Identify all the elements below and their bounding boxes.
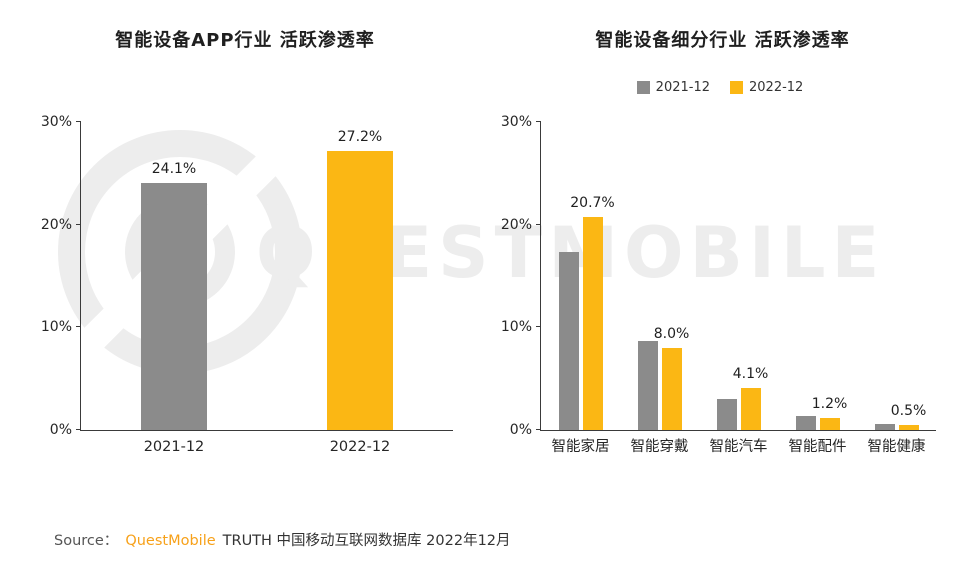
- y-tick-label: 10%: [40, 319, 72, 336]
- legend-swatch-yellow: [730, 81, 743, 94]
- y-tick-mark: [536, 121, 541, 122]
- value-label: 8.0%: [653, 325, 690, 342]
- y-tick-label: 30%: [40, 114, 72, 130]
- bar: [582, 217, 603, 430]
- bar: [740, 387, 761, 430]
- y-tick-label: 0%: [49, 422, 72, 438]
- y-tick-label: 30%: [500, 114, 532, 130]
- value-label: 20.7%: [570, 195, 615, 212]
- left-chart-plot: 0% 10% 20% 30% 2021-12 24.1% 2022-12 27.2%: [41, 115, 453, 454]
- value-label: 1.2%: [811, 395, 848, 412]
- right-chart-legend: 2021-12 2022-12: [505, 80, 935, 95]
- left-chart-title: 智能设备APP行业 活跃渗透率: [115, 30, 375, 51]
- bar: [141, 182, 207, 430]
- value-label: 27.2%: [337, 128, 383, 145]
- right-chart-plot: 0% 10% 20% 30% 智能家居 20.7% 智能穿戴 8.0% 智能汽车 4.1% 智能配件…: [501, 115, 936, 454]
- y-tick-label: 0%: [509, 422, 532, 438]
- legend-label-2021: 2021-12: [655, 80, 710, 95]
- bar: [874, 423, 895, 430]
- bar: [558, 252, 579, 430]
- legend-item-2021: 2021-12: [636, 80, 710, 95]
- legend-item-2022: 2022-12: [730, 80, 803, 95]
- legend-swatch-gray: [636, 81, 650, 94]
- y-tick-mark: [536, 429, 541, 430]
- bar: [327, 150, 393, 430]
- source-text: TRUTH 中国移动互联网数据库 2022年12月: [222, 533, 511, 549]
- value-label: 24.1%: [151, 160, 197, 177]
- legend-label-2022: 2022-12: [749, 80, 804, 95]
- x-axis-label: 智能家居: [551, 439, 610, 455]
- y-tick-label: 20%: [40, 216, 72, 233]
- bar: [637, 340, 658, 430]
- value-label: 0.5%: [890, 402, 927, 419]
- y-tick-mark: [76, 121, 81, 122]
- bar: [819, 417, 840, 430]
- x-axis-label: 智能穿戴: [630, 439, 689, 455]
- y-tick-mark: [76, 223, 81, 225]
- y-tick-label: 20%: [500, 216, 532, 233]
- x-axis-label: 2022-12: [329, 439, 391, 455]
- y-tick-label: 10%: [500, 319, 532, 336]
- x-axis-label: 2021-12: [143, 439, 205, 455]
- y-tick-mark: [76, 326, 81, 328]
- bar: [898, 424, 919, 430]
- source-footer: Source： QuestMobile TRUTH 中国移动互联网数据库 202…: [54, 529, 511, 550]
- value-label: 4.1%: [732, 365, 769, 382]
- bar: [716, 399, 737, 430]
- bar: [795, 415, 816, 430]
- y-tick-mark: [76, 429, 81, 430]
- bar: [661, 347, 682, 430]
- source-brand: QuestMobile: [125, 533, 216, 549]
- x-axis-label: 智能汽车: [709, 439, 768, 455]
- y-tick-mark: [536, 326, 541, 328]
- x-axis-label: 智能健康: [867, 439, 926, 455]
- y-tick-mark: [536, 223, 541, 225]
- source-label: Source：: [54, 533, 119, 549]
- x-axis-label: 智能配件: [788, 439, 847, 455]
- right-chart-title: 智能设备细分行业 活跃渗透率: [595, 30, 850, 51]
